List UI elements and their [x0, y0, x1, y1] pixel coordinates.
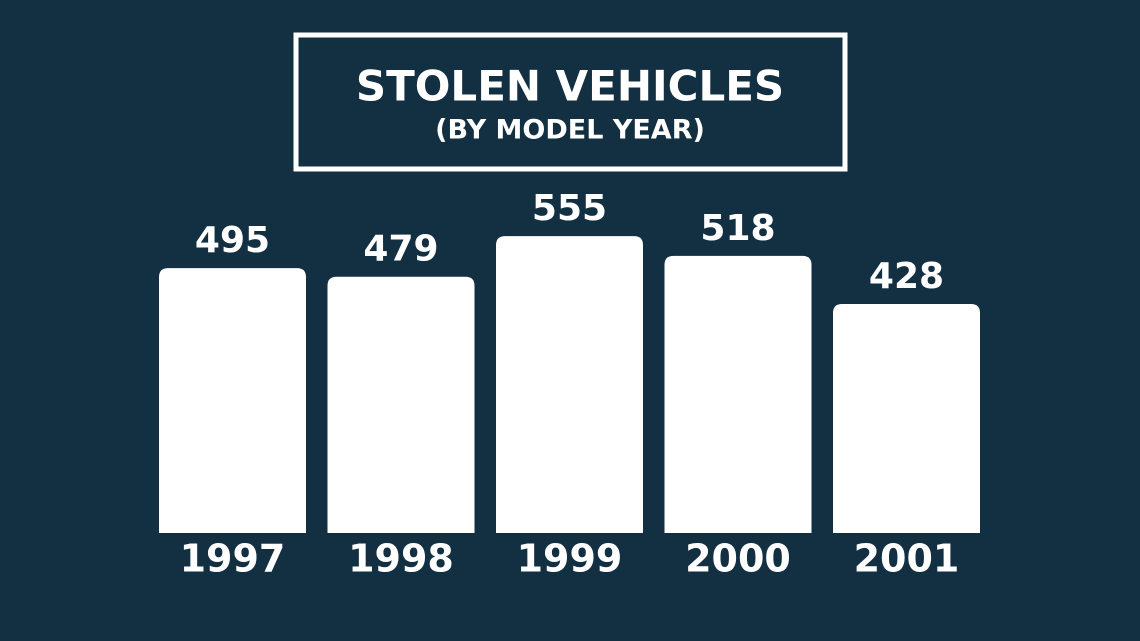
x-tick-label: 2000: [685, 537, 791, 581]
bar: [664, 255, 812, 533]
x-tick-label: 1999: [517, 537, 623, 581]
value-label: 479: [363, 229, 438, 270]
bar: [159, 268, 306, 533]
value-label: 518: [700, 208, 775, 249]
value-label: 428: [869, 256, 944, 297]
bar: [833, 304, 980, 533]
chart-title: STOLEN VEHICLES: [356, 62, 784, 111]
chart-subtitle: (BY MODEL YEAR): [435, 115, 705, 146]
value-label: 495: [195, 220, 270, 261]
value-label: 555: [532, 188, 607, 229]
x-tick-label: 1998: [348, 537, 454, 581]
title-box: [293, 32, 848, 172]
bar: [496, 236, 643, 533]
x-tick-label: 1997: [180, 537, 286, 581]
x-tick-label: 2001: [854, 537, 960, 581]
bar: [327, 276, 475, 533]
